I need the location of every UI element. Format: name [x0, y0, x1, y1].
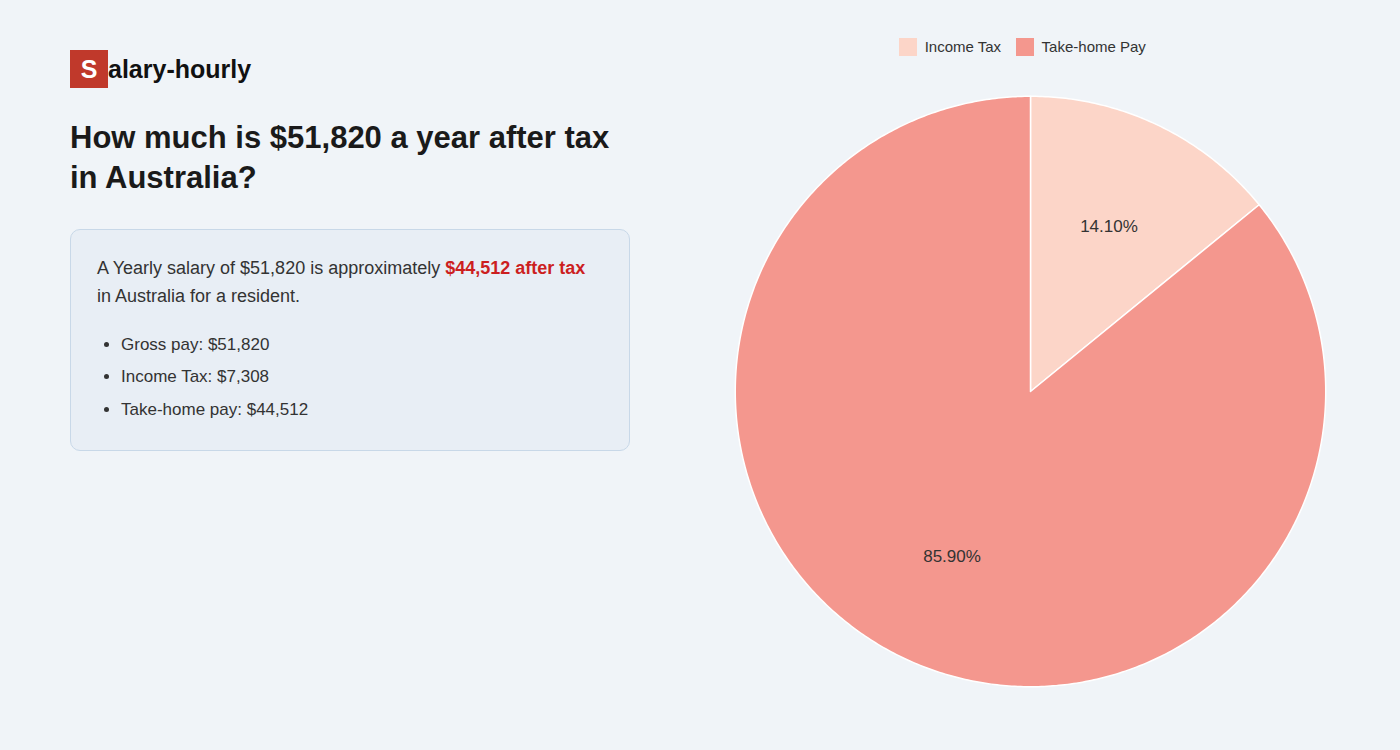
html-text:Gross pay: $51,820: Gross pay: $51,820 — [121, 335, 270, 355]
html-text:in Australia for a resident.: in Australia for a resident. — [97, 286, 301, 307]
svg-text:85.90%: 85.90% — [923, 547, 981, 566]
html-text:Income Tax: Income Tax — [924, 38, 1002, 55]
html-text:alary-hourly: alary-hourly — [108, 54, 252, 83]
html-text:Take-home pay: $44,512: Take-home pay: $44,512 — [121, 399, 309, 419]
html-text:A Yearly salary of $51,820 is: A Yearly salary of $51,820 is approximat… — [97, 257, 586, 278]
html-text:Income Tax: $7,308: Income Tax: $7,308 — [121, 367, 270, 387]
html-text:How much is $51,820 a year aft: How much is $51,820 a year after tax in … — [70, 120, 610, 196]
html-text:Take-home Pay: Take-home Pay — [1041, 38, 1146, 55]
html-text:S: S — [80, 55, 98, 83]
svg-text:14.10%: 14.10% — [1080, 216, 1138, 235]
